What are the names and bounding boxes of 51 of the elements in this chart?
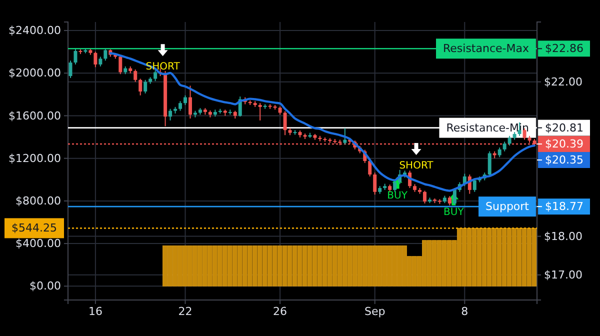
- candlestick: [373, 172, 377, 196]
- x-tick-label: 8: [461, 304, 468, 318]
- candlestick: [168, 108, 172, 121]
- candlestick: [94, 51, 98, 68]
- candlestick: [154, 70, 158, 82]
- y2-tick-label: $20.39: [545, 138, 584, 151]
- candlestick: [98, 56, 102, 67]
- y-tick-label: $1600.00: [8, 109, 61, 122]
- y-tick-label: $2400.00: [8, 24, 61, 38]
- y2-tick-label: $17.00: [544, 268, 582, 282]
- candlestick: [188, 85, 192, 120]
- ref-line-label: $544.25: [12, 222, 57, 235]
- candlestick: [283, 110, 287, 136]
- y2-tick-label: $22.86: [545, 42, 584, 56]
- y2-tick-label: $22.00: [544, 75, 582, 88]
- candlestick: [68, 60, 72, 78]
- ref-line-label: Resistance-Max: [443, 42, 530, 56]
- candlestick: [393, 180, 397, 192]
- annotation: BUY: [444, 206, 465, 218]
- annotation: SHORT: [399, 160, 434, 172]
- candlestick: [448, 196, 452, 206]
- y2-tick-label: $18.77: [545, 200, 584, 214]
- candlestick: [498, 146, 502, 158]
- y2-tick-label: $18.00: [544, 230, 582, 243]
- candlestick: [508, 135, 512, 146]
- y-tick-label: $0.00: [30, 280, 61, 293]
- x-tick-label: 16: [88, 304, 102, 318]
- candlestick: [118, 55, 122, 75]
- y-tick-label: $800.00: [16, 194, 61, 208]
- y-tick-label: $400.00: [16, 237, 61, 250]
- candlestick: [134, 68, 138, 82]
- candlestick: [178, 100, 182, 112]
- annotation: BUY: [387, 190, 408, 202]
- x-tick-label: 26: [273, 304, 288, 318]
- candlestick: [144, 79, 148, 94]
- ref-line-label: Support: [486, 200, 530, 214]
- x-tick-label: 22: [178, 304, 192, 318]
- candlestick: [74, 48, 78, 65]
- y-tick-label: $2000.00: [8, 66, 61, 80]
- text: $20.35: [545, 154, 584, 167]
- candlestick: [258, 102, 262, 121]
- y-tick-label: $1200.00: [8, 152, 61, 165]
- candlestick: [422, 190, 426, 204]
- y2-tick-label: $20.81: [545, 121, 584, 134]
- candlestick: [104, 48, 108, 62]
- candlestick: [343, 128, 347, 145]
- candlestick: [488, 150, 492, 177]
- x-tick-label: Sep: [364, 304, 386, 318]
- candlestick: [502, 141, 506, 152]
- candlestick: [138, 78, 142, 96]
- candlestick: [184, 94, 187, 106]
